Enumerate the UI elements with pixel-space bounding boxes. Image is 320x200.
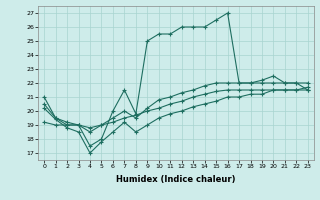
X-axis label: Humidex (Indice chaleur): Humidex (Indice chaleur) [116, 175, 236, 184]
